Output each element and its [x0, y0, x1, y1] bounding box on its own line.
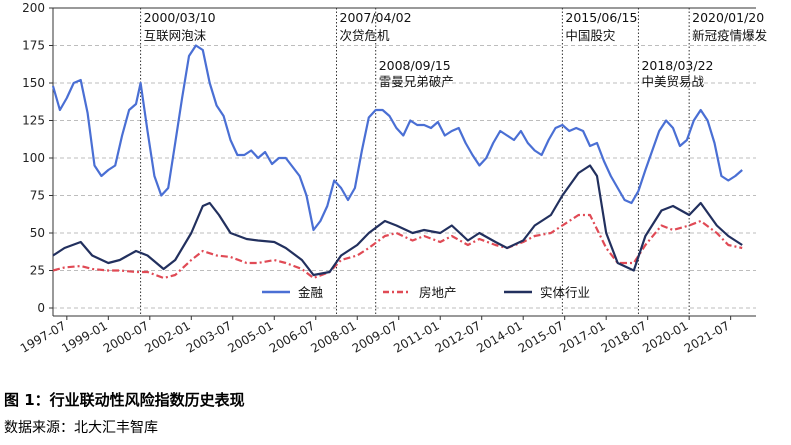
x-tick-label: 2000-07 [101, 318, 151, 355]
y-tick-label: 50 [30, 226, 45, 240]
legend-label: 实体行业 [540, 285, 590, 300]
x-tick-label: 2020-01 [640, 318, 690, 355]
event-date: 2020/01/20 [692, 10, 764, 25]
x-tick-label: 2006-07 [267, 318, 317, 355]
x-axis: 1997-071999-012000-072002-012003-072005-… [18, 315, 756, 356]
legend-label: 金融 [298, 285, 324, 300]
y-tick-label: 175 [22, 39, 45, 53]
x-tick-label: 1999-01 [59, 318, 109, 355]
x-tick-label: 2012-07 [433, 318, 483, 355]
x-tick-label: 2003-07 [184, 318, 234, 355]
event-label: 中国股灾 [565, 28, 616, 43]
event-label: 雷曼兄弟破产 [379, 74, 454, 89]
event-label: 中美贸易战 [641, 74, 704, 89]
series-line [52, 164, 743, 277]
series-lines [51, 44, 743, 280]
x-tick-label: 2005-01 [225, 318, 275, 355]
y-tick-label: 25 [30, 264, 45, 278]
event-date: 2018/03/22 [641, 58, 713, 73]
y-tick-label: 150 [22, 76, 45, 90]
x-tick-label: 2009-07 [350, 318, 400, 355]
event-date: 2000/03/10 [144, 10, 216, 25]
legend: 金融 房地产 实体行业 [262, 285, 590, 300]
x-tick-label: 2015-07 [516, 318, 566, 355]
x-tick-label: 2011-01 [391, 318, 441, 355]
x-tick-label: 2018-07 [599, 318, 649, 355]
y-tick-label: 125 [22, 114, 45, 128]
event-label: 互联网泡沫 [144, 28, 207, 43]
legend-label: 房地产 [419, 285, 457, 300]
event-date: 2015/06/15 [565, 10, 637, 25]
event-date: 2007/04/02 [340, 10, 412, 25]
y-tick-label: 0 [37, 301, 45, 315]
data-source: 数据来源：北大汇丰智库 [4, 420, 158, 436]
y-tick-label: 200 [22, 1, 45, 15]
event-label: 新冠疫情爆发 [692, 28, 768, 43]
series-line [51, 44, 743, 232]
x-tick-label: 2021-07 [682, 318, 732, 355]
x-tick-label: 2002-01 [142, 318, 192, 355]
x-tick-label: 2017-01 [557, 318, 607, 355]
gridlines [53, 45, 756, 309]
x-tick-label: 2014-01 [474, 318, 524, 355]
x-tick-label: 1997-07 [18, 318, 68, 355]
y-tick-label: 100 [22, 151, 45, 165]
event-date: 2008/09/15 [379, 58, 451, 73]
event-markers: 2000/03/10 互联网泡沫 2007/04/02 次贷危机 2008/09/15雷… [140, 8, 768, 316]
y-tick-label: 75 [30, 189, 45, 203]
event-label: 次贷危机 [340, 28, 391, 43]
x-tick-label: 2008-01 [308, 318, 358, 355]
series-line [52, 213, 743, 280]
figure-title: 图 1：行业联动性风险指数历史表现 [4, 391, 245, 409]
